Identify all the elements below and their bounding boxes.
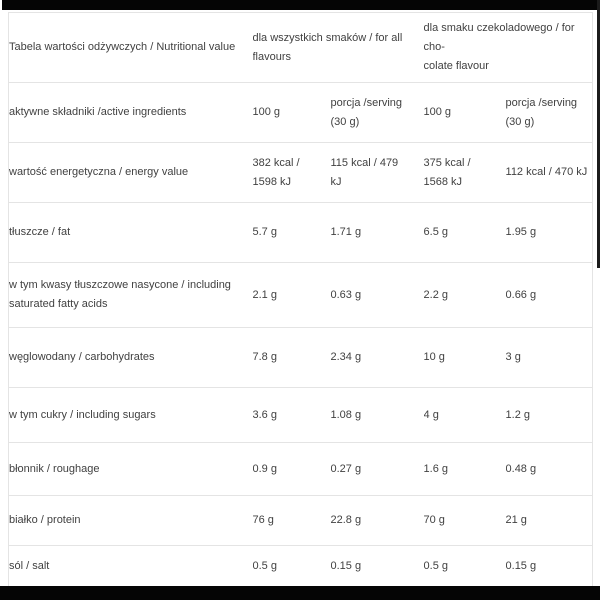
table-row: sól / salt 0.5 g 0.15 g 0.5 g 0.15 g — [8, 545, 593, 587]
nutrition-table: Tabela wartości odżywczych / Nutritional… — [8, 12, 594, 587]
value-all-serving: 1.71 g — [330, 202, 424, 263]
value-choco-100g: 0.5 g — [423, 545, 506, 587]
column-group-all-flavours: dla wszystkich smaków / for all flavours — [252, 12, 424, 83]
bottom-image-edge — [0, 586, 600, 600]
value-choco-serving: 1.95 g — [505, 202, 593, 263]
table-row: białko / protein 76 g 22.8 g 70 g 21 g — [8, 495, 593, 546]
value-all-100g: 0.9 g — [252, 442, 331, 496]
value-all-serving: 2.34 g — [330, 327, 424, 388]
value-all-serving: 1.08 g — [330, 387, 424, 443]
value-all-100g: 7.8 g — [252, 327, 331, 388]
nutrient-label: tłuszcze / fat — [8, 202, 253, 263]
table-row: błonnik / roughage 0.9 g 0.27 g 1.6 g 0.… — [8, 442, 593, 496]
value-choco-serving: 3 g — [505, 327, 593, 388]
value-all-serving: 0.27 g — [330, 442, 424, 496]
value-choco-100g: 375 kcal / 1568 kJ — [423, 142, 506, 203]
value-choco-100g: 100 g — [423, 82, 506, 143]
value-all-serving: 0.15 g — [330, 545, 424, 587]
value-choco-100g: 70 g — [423, 495, 506, 546]
table-row: węglowodany / carbohydrates 7.8 g 2.34 g… — [8, 327, 593, 388]
scrollbar-thumb[interactable] — [597, 0, 600, 268]
column-group-chocolate-flavour: dla smaku czekoladowego / for cho- colat… — [423, 12, 593, 83]
value-all-100g: 382 kcal / 1598 kJ — [252, 142, 331, 203]
nutrient-label: białko / protein — [8, 495, 253, 546]
nutrient-label: błonnik / roughage — [8, 442, 253, 496]
table-row: tłuszcze / fat 5.7 g 1.71 g 6.5 g 1.95 g — [8, 202, 593, 263]
value-all-100g: 5.7 g — [252, 202, 331, 263]
value-choco-serving: 0.48 g — [505, 442, 593, 496]
value-choco-serving: 1.2 g — [505, 387, 593, 443]
table-title: Tabela wartości odżywczych / Nutritional… — [8, 12, 253, 83]
table-row: aktywne składniki /active ingredients 10… — [8, 82, 593, 143]
value-choco-serving: 0.66 g — [505, 262, 593, 328]
value-all-100g: 3.6 g — [252, 387, 331, 443]
table-row: w tym cukry / including sugars 3.6 g 1.0… — [8, 387, 593, 443]
table-row: wartość energetyczna / energy value 382 … — [8, 142, 593, 203]
table-header-row: Tabela wartości odżywczych / Nutritional… — [8, 12, 593, 83]
value-choco-serving: 0.15 g — [505, 545, 593, 587]
nutrition-table-container: Tabela wartości odżywczych / Nutritional… — [8, 12, 594, 587]
value-all-100g: 100 g — [252, 82, 331, 143]
value-all-serving: 0.63 g — [330, 262, 424, 328]
nutrient-label: sól / salt — [8, 545, 253, 587]
nutrient-label: wartość energetyczna / energy value — [8, 142, 253, 203]
nutrient-label: w tym kwasy tłuszczowe nasycone / includ… — [8, 262, 253, 328]
top-image-edge — [2, 0, 600, 10]
nutrient-label: węglowodany / carbohydrates — [8, 327, 253, 388]
value-all-100g: 2.1 g — [252, 262, 331, 328]
value-all-serving: 115 kcal / 479 kJ — [330, 142, 424, 203]
value-choco-serving: 21 g — [505, 495, 593, 546]
value-choco-100g: 10 g — [423, 327, 506, 388]
value-all-100g: 76 g — [252, 495, 331, 546]
value-choco-100g: 2.2 g — [423, 262, 506, 328]
value-all-serving: porcja /serving (30 g) — [330, 82, 424, 143]
value-all-serving: 22.8 g — [330, 495, 424, 546]
nutrient-label: w tym cukry / including sugars — [8, 387, 253, 443]
value-choco-serving: porcja /serving (30 g) — [505, 82, 593, 143]
value-choco-serving: 112 kcal / 470 kJ — [505, 142, 593, 203]
value-choco-100g: 6.5 g — [423, 202, 506, 263]
table-row: w tym kwasy tłuszczowe nasycone / includ… — [8, 262, 593, 328]
value-choco-100g: 4 g — [423, 387, 506, 443]
nutrient-label: aktywne składniki /active ingredients — [8, 82, 253, 143]
value-choco-100g: 1.6 g — [423, 442, 506, 496]
value-all-100g: 0.5 g — [252, 545, 331, 587]
